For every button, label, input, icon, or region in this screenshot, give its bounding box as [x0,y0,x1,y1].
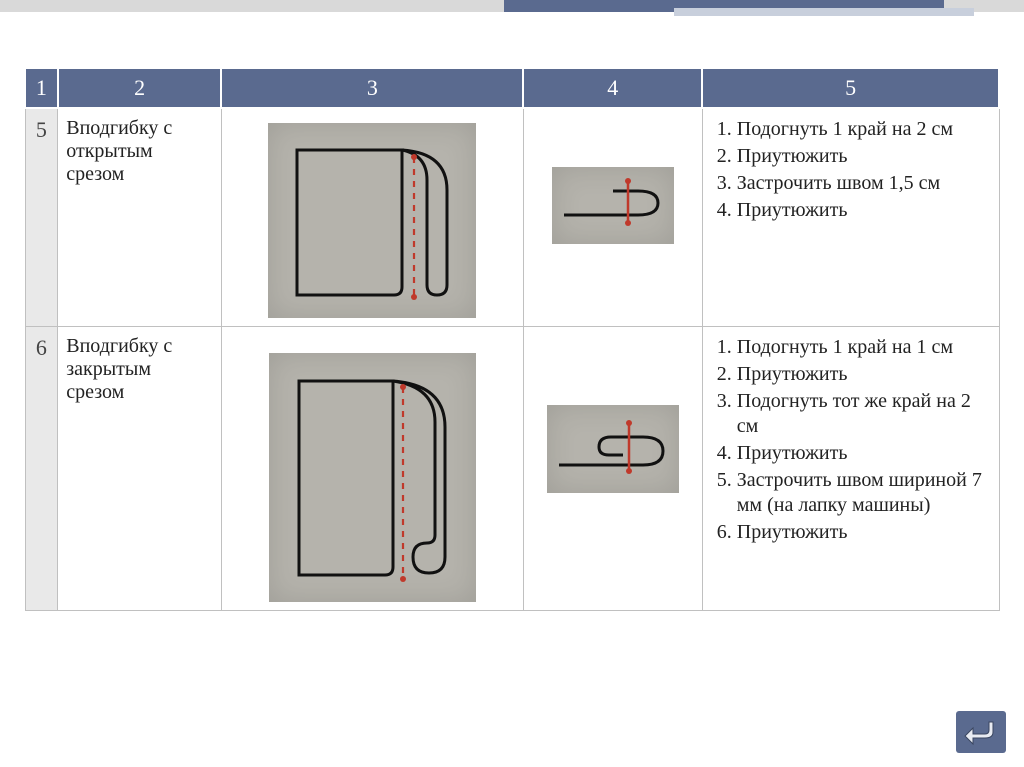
return-arrow-icon [963,718,999,746]
step-item: Подогнуть тот же край на 2 см [737,389,991,439]
seam-diagram-large [221,327,523,611]
col-header: 1 [25,68,58,108]
closed-hem-diagram-icon [285,367,460,582]
seam-steps: Подогнуть 1 край на 1 см Приутюжить Подо… [702,327,999,611]
slide-content: 1 2 3 4 5 5 Вподгибку с открытым срезом [0,12,1024,621]
step-item: Приутюжить [737,441,991,466]
step-item: Приутюжить [737,198,991,223]
step-item: Подогнуть 1 край на 1 см [737,335,991,360]
step-item: Приутюжить [737,362,991,387]
seam-name: Вподгибку с открытым срезом [58,108,222,327]
row-number: 5 [25,108,58,327]
table-header-row: 1 2 3 4 5 [25,68,999,108]
seam-diagram-large [221,108,523,327]
step-item: Застрочить швом 1,5 см [737,171,991,196]
table-row: 5 Вподгибку с открытым срезом [25,108,999,327]
step-item: Подогнуть 1 край на 2 см [737,117,991,142]
seam-diagram-cross [523,108,702,327]
closed-hem-cross-icon [553,415,673,477]
col-header: 4 [523,68,702,108]
col-header: 5 [702,68,999,108]
step-item: Приутюжить [737,520,991,545]
col-header: 2 [58,68,222,108]
seam-name: Вподгибку с закрытым срезом [58,327,222,611]
seam-diagram-cross [523,327,702,611]
seam-steps: Подогнуть 1 край на 2 см Приутюжить Заст… [702,108,999,327]
row-number: 6 [25,327,58,611]
open-hem-diagram-icon [282,135,462,300]
table-row: 6 Вподгибку с закрытым срезом [25,327,999,611]
topbar-accent-light [674,8,974,16]
seams-table: 1 2 3 4 5 5 Вподгибку с открытым срезом [24,67,1000,611]
open-hem-cross-icon [558,175,668,230]
col-header: 3 [221,68,523,108]
step-item: Застрочить швом шириной 7 мм (на лапку м… [737,468,991,518]
slide-topbar [0,0,1024,12]
step-item: Приутюжить [737,144,991,169]
back-button[interactable] [956,711,1006,753]
